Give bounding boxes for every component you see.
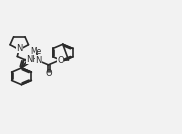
Text: N: N [35,55,42,65]
Text: NH: NH [26,55,39,64]
Text: O: O [57,56,64,65]
Text: N: N [16,44,22,53]
Text: O: O [46,69,52,78]
Text: Me: Me [30,47,41,56]
